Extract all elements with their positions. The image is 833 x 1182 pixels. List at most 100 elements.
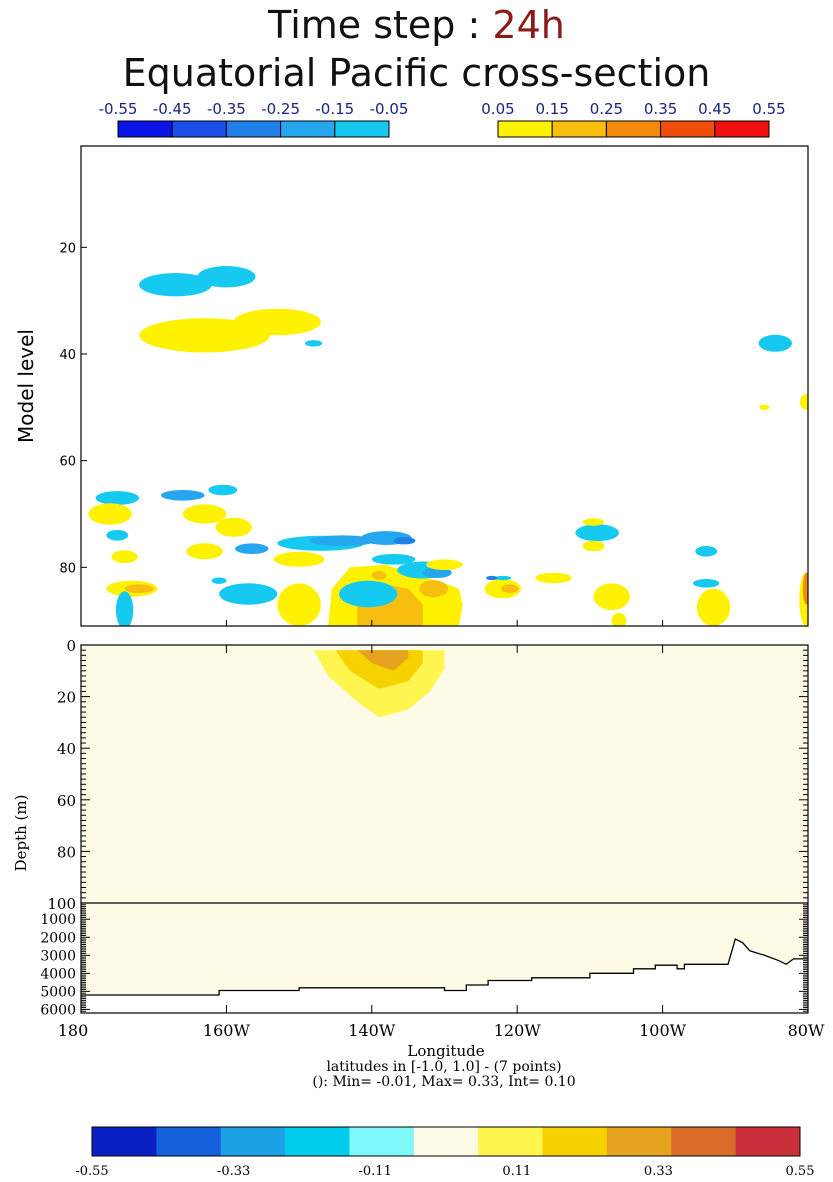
- anomaly-patch: [208, 484, 238, 496]
- anomaly-patch: [422, 567, 452, 578]
- anomaly-patch: [95, 491, 140, 505]
- anomaly-patch: [211, 577, 227, 584]
- depth-tick-label: 100: [47, 895, 76, 913]
- x-tick-label: 140W: [348, 1021, 396, 1040]
- depth-tick-label: 0: [66, 637, 76, 655]
- colorbar-swatch: [156, 1127, 222, 1156]
- legend-negative-swatch: [171, 120, 227, 138]
- depth-tick-label: 20: [57, 689, 76, 707]
- anomaly-patch: [124, 584, 154, 593]
- x-axis-title: Longitude: [407, 1042, 484, 1060]
- anomaly-patch: [371, 554, 416, 565]
- ocean-anomaly-contour: [357, 650, 409, 671]
- depth-tick-label: 3000: [40, 948, 76, 964]
- depth-tick-label: 60: [57, 792, 76, 810]
- anomaly-patch: [219, 583, 278, 605]
- legend-positive-label: 0.15: [535, 100, 568, 118]
- anomaly-patch: [501, 584, 519, 593]
- legend-negative-label: -0.15: [315, 100, 354, 118]
- legend-negative-label: -0.25: [261, 100, 300, 118]
- top-legend: -0.55 -0.45 -0.35 -0.25 -0.15 -0.05 0.05 0.15 0.…: [99, 100, 786, 138]
- colorbar-swatch: [606, 1127, 672, 1156]
- colorbar-swatch: [735, 1127, 801, 1156]
- legend-negative-swatch: [334, 120, 390, 138]
- y-axis-title-atmosphere: Model level: [14, 329, 38, 443]
- colorbar-swatch: [413, 1127, 479, 1156]
- legend-positive-label: 0.55: [752, 100, 785, 118]
- bathymetry-line: [81, 938, 808, 996]
- ocean-upper-field: [313, 650, 445, 718]
- anomaly-core: [486, 575, 498, 581]
- anomaly-patch: [426, 559, 463, 570]
- legend-positive-label: 0.35: [644, 100, 677, 118]
- legend-negative-label: -0.55: [99, 100, 138, 118]
- anomaly-patch: [273, 551, 325, 567]
- colorbar-swatch: [478, 1127, 543, 1156]
- ocean-background: [81, 645, 808, 1013]
- bottom-colorbar: -0.55 -0.33 -0.11 0.11 0.33 0.55: [75, 1126, 815, 1179]
- colorbar-swatch: [220, 1127, 286, 1156]
- note-stats: (): Min= -0.01, Max= 0.33, Int= 0.10: [312, 1074, 575, 1090]
- legend-negative-label: -0.35: [207, 100, 246, 118]
- ocean-frame: [80, 644, 809, 1014]
- depth-tick-label: 2000: [40, 930, 76, 946]
- anomaly-patch: [161, 490, 205, 501]
- x-tick-label: 100W: [639, 1021, 687, 1040]
- depth-tick-label: 4000: [40, 966, 76, 982]
- colorbar-swatch: [542, 1127, 608, 1156]
- anomaly-patch: [186, 543, 223, 560]
- anomaly-patch: [235, 543, 269, 554]
- colorbar-label: -0.11: [359, 1164, 392, 1179]
- chart-title-section: Equatorial Pacific cross-section: [122, 51, 711, 95]
- anomaly-patch: [215, 517, 252, 537]
- anomaly-patch: [696, 588, 731, 626]
- anomaly-patch: [182, 504, 227, 524]
- colorbar-label: 0.55: [786, 1164, 815, 1179]
- y-tick-label: 60: [59, 455, 76, 470]
- legend-negative-label: -0.45: [153, 100, 192, 118]
- anomaly-patch: [304, 340, 323, 347]
- depth-tick-label: 1000: [40, 912, 76, 928]
- anomaly-patch: [111, 550, 138, 564]
- x-tick-label: 80W: [788, 1021, 825, 1040]
- anomaly-core: [419, 580, 449, 598]
- y-tick-label: 80: [59, 561, 76, 576]
- colorbar-label: -0.33: [217, 1164, 250, 1179]
- anomaly-patch: [339, 580, 398, 608]
- anomaly-patch: [494, 575, 512, 581]
- anomaly-patch: [310, 535, 376, 546]
- legend-positive-swatch: [551, 120, 607, 138]
- anomaly-patch: [139, 273, 212, 297]
- anomaly-patch: [233, 308, 321, 336]
- note-latitudes: latitudes in [-1.0, 1.0] - (7 points): [326, 1059, 561, 1075]
- colorbar-swatch: [349, 1127, 415, 1156]
- colorbar-frame: [91, 1126, 801, 1157]
- anomaly-patch: [197, 266, 256, 288]
- atmosphere-panel: 20 40 60 80 Model level: [14, 145, 809, 627]
- anomaly-patch: [611, 612, 627, 626]
- anomaly-patch: [582, 540, 605, 552]
- legend-positive-swatch: [714, 120, 770, 138]
- legend-negative-swatch: [225, 120, 282, 138]
- x-tick-label: 120W: [494, 1021, 542, 1040]
- legend-negative-swatch: [280, 120, 336, 138]
- legend-positive-swatch: [660, 120, 716, 138]
- legend-positive-swatch: [497, 120, 553, 138]
- y-tick-label: 40: [59, 348, 76, 363]
- colorbar-label: -0.55: [75, 1164, 108, 1179]
- anomaly-patch: [800, 394, 808, 410]
- anomaly-patch: [535, 572, 572, 584]
- anomaly-patch: [88, 503, 132, 525]
- seafloor: [81, 939, 808, 1013]
- ocean-lower-field: [81, 938, 808, 1013]
- timestep-value: 24h: [492, 3, 565, 47]
- legend-negative-swatch: [117, 120, 173, 138]
- depth-tick-label: 40: [57, 740, 76, 758]
- colorbar-label: 0.33: [644, 1164, 673, 1179]
- depth-tick-label: 5000: [40, 984, 76, 1000]
- y-tick-label: 20: [59, 241, 76, 256]
- legend-negative-label: -0.05: [370, 100, 409, 118]
- anomaly-patch: [593, 583, 630, 610]
